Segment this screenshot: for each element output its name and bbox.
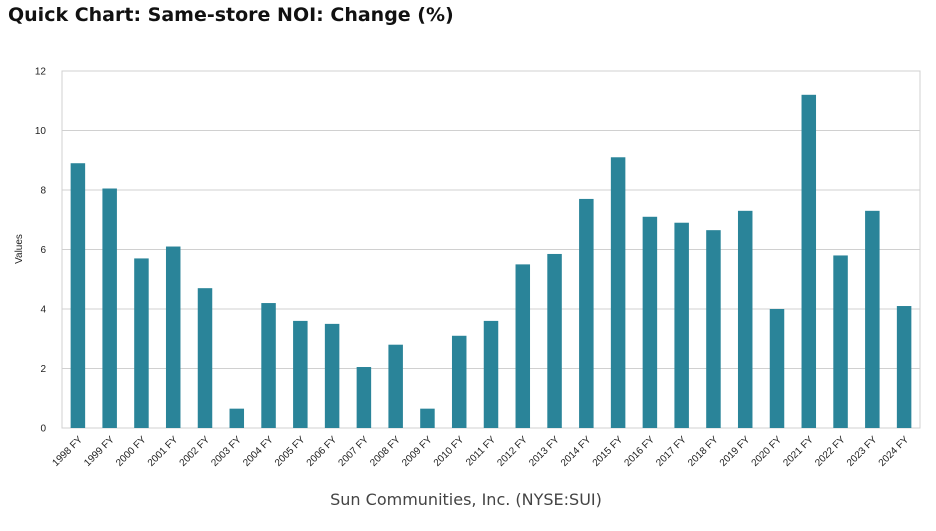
bar [706, 230, 721, 428]
x-tick-label: 2014 FY [559, 434, 594, 469]
x-tick-label: 2024 FY [877, 434, 912, 469]
x-tick-label: 2016 FY [622, 434, 657, 469]
bars [70, 94, 912, 429]
x-tick-label: 2011 FY [464, 434, 498, 468]
x-tick-label: 2000 FY [114, 434, 149, 469]
bar [547, 253, 562, 428]
x-tick-label: 2003 FY [209, 434, 244, 469]
bar [769, 309, 785, 428]
x-tick-label: 2020 FY [750, 434, 785, 469]
x-tick-label: 2018 FY [686, 434, 721, 469]
bar [356, 367, 372, 428]
y-axis-label: Values [14, 234, 25, 264]
x-tick-label: 2019 FY [718, 434, 753, 469]
chart-title: Quick Chart: Same-store NOI: Change (%) [8, 4, 454, 26]
x-tick-label: 2001 FY [146, 434, 181, 469]
bar [165, 246, 181, 428]
x-tick-label: 2015 FY [591, 434, 626, 469]
bar [261, 303, 276, 428]
bar [737, 210, 753, 428]
x-tick-label: 2022 FY [813, 434, 848, 469]
bar [451, 335, 467, 428]
y-tick-label: 2 [40, 364, 46, 375]
bar [70, 163, 86, 428]
x-tick-label: 2013 FY [527, 434, 562, 469]
y-tick-label: 4 [40, 305, 46, 316]
y-tick-label: 8 [40, 186, 46, 197]
bar [229, 408, 245, 428]
bar [801, 94, 817, 429]
y-tick-label: 10 [35, 126, 47, 137]
bar [388, 344, 403, 428]
x-tick-label: 2010 FY [432, 434, 467, 469]
y-tick-label: 12 [35, 67, 47, 78]
bar [642, 216, 658, 428]
y-tick-labels: 0 2 4 6 8 10 12 [35, 67, 47, 435]
x-tick-label: 2017 FY [654, 434, 689, 469]
x-tick-label: 2009 FY [400, 434, 435, 469]
bar [483, 320, 499, 428]
bar [420, 408, 435, 428]
x-tick-label: 1998 FY [50, 434, 85, 469]
x-tick-label: 2021 FY [781, 434, 816, 469]
bar [674, 222, 689, 428]
x-tick-label: 2002 FY [178, 434, 213, 469]
x-tick-label: 2004 FY [241, 434, 276, 469]
x-tick-label: 2007 FY [336, 434, 371, 469]
bar [134, 258, 149, 428]
x-tick-label: 2023 FY [845, 434, 880, 469]
bar [293, 320, 308, 428]
bar [896, 306, 912, 428]
bar [197, 288, 213, 428]
y-tick-label: 0 [40, 424, 46, 435]
x-tick-label: 2005 FY [273, 434, 308, 469]
x-tick-label: 2008 FY [368, 434, 403, 469]
x-axis-label: Sun Communities, Inc. (NYSE:SUI) [330, 490, 602, 509]
bar [102, 188, 117, 428]
bar [610, 157, 626, 428]
bar [833, 255, 848, 428]
x-tick-label: 2012 FY [495, 434, 530, 469]
bar [579, 198, 594, 428]
x-tick-label: 1999 FY [82, 434, 117, 469]
y-tick-label: 6 [40, 245, 46, 256]
x-tick-label: 2006 FY [305, 434, 340, 469]
bar [865, 210, 880, 428]
bar [515, 264, 531, 428]
bar [324, 323, 340, 428]
